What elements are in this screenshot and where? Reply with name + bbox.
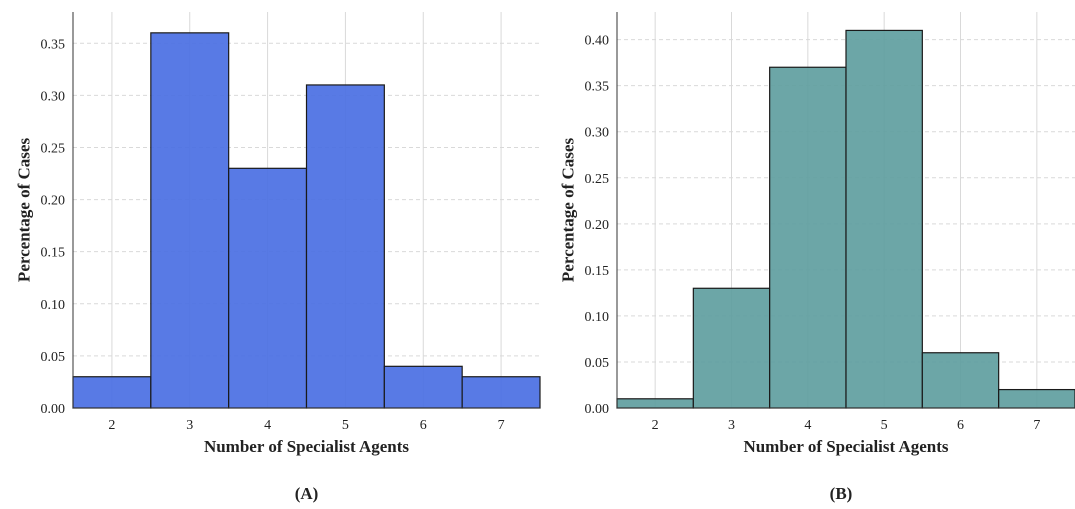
y-tick-label: 0.15 (585, 264, 610, 279)
y-tick-label: 0.25 (585, 172, 610, 187)
x-tick-label: 7 (498, 418, 505, 433)
y-tick-label: 0.00 (585, 402, 610, 417)
bar-6 (922, 353, 998, 408)
y-tick-label: 0.35 (585, 80, 610, 95)
x-tick-label: 3 (186, 418, 193, 433)
y-tick-label: 0.10 (585, 310, 610, 325)
panel-label: (A) (295, 484, 319, 503)
bar-3 (151, 33, 229, 408)
y-tick-label: 0.20 (585, 218, 610, 233)
y-tick-label: 0.10 (41, 298, 66, 313)
y-tick-label: 0.30 (41, 89, 66, 104)
y-tick-label: 0.25 (41, 141, 66, 156)
bar-6 (384, 366, 462, 408)
panel-label: (B) (830, 484, 853, 503)
y-tick-label: 0.15 (41, 246, 66, 261)
x-tick-label: 2 (108, 418, 115, 433)
x-tick-label: 2 (652, 418, 659, 433)
bar-4 (770, 67, 846, 408)
x-tick-label: 6 (957, 418, 964, 433)
y-tick-label: 0.05 (585, 356, 610, 371)
chart-panel-b: 0.00 0.05 0.10 0.15 0.20 0.25 0.30 0.35 0.40 2 3 4 5… (559, 12, 1075, 503)
x-tick-label: 3 (728, 418, 735, 433)
x-tick-label: 5 (881, 418, 888, 433)
y-axis-title: Percentage of Cases (559, 138, 578, 283)
y-tick-label: 0.35 (41, 37, 66, 52)
x-tick-label: 6 (420, 418, 427, 433)
y-tick-label: 0.20 (41, 194, 66, 209)
x-tick-label: 4 (804, 418, 811, 433)
bar-4 (229, 168, 307, 408)
chart-panel-a: 0.00 0.05 0.10 0.15 0.20 0.25 0.30 0.35 2 3 4 5 6 7 Nu… (15, 12, 541, 503)
x-axis-title: Number of Specialist Agents (204, 437, 409, 456)
bar-2 (73, 377, 151, 408)
x-tick-label: 7 (1033, 418, 1040, 433)
x-tick-label: 5 (342, 418, 349, 433)
bar-5 (307, 85, 385, 408)
y-tick-label: 0.05 (41, 350, 66, 365)
y-tick-label: 0.00 (41, 402, 66, 417)
y-tick-label: 0.30 (585, 126, 610, 141)
y-axis-title: Percentage of Cases (15, 138, 34, 283)
bar-3 (693, 288, 769, 408)
bar-7 (999, 390, 1075, 408)
bar-2 (617, 399, 693, 408)
bar-5 (846, 30, 922, 408)
bar-7 (462, 377, 540, 408)
x-tick-label: 4 (264, 418, 271, 433)
y-tick-label: 0.40 (585, 34, 610, 49)
x-axis-title: Number of Specialist Agents (743, 437, 948, 456)
